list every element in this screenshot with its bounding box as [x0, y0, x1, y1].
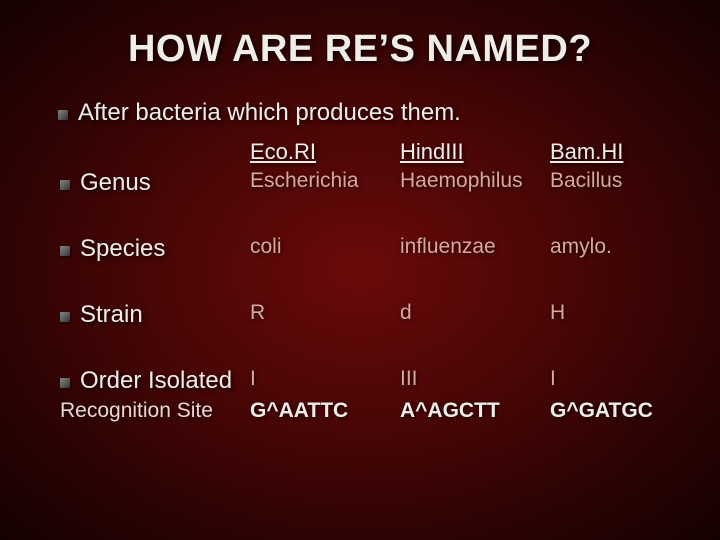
bullet-icon — [60, 246, 70, 256]
col-header-b: HindIII — [398, 137, 548, 167]
row-label-genus: Genus — [80, 169, 151, 197]
table-row: Genus Escherichia Haemophilus Bacillus — [58, 167, 670, 199]
table-row: Order Isolated I III I — [58, 365, 670, 397]
cell-strain-c: H — [548, 299, 670, 331]
cell-strain-b: d — [398, 299, 548, 331]
recognition-c: G^GATGC — [548, 397, 670, 425]
table-header-row: Eco.RI HindIII Bam.HI — [58, 137, 670, 167]
row-label-order: Order Isolated — [80, 367, 232, 395]
naming-table: Eco.RI HindIII Bam.HI Genus Escherichia … — [58, 137, 670, 425]
slide-root: HOW ARE RE’S NAMED? After bacteria which… — [0, 0, 720, 540]
intro-row: After bacteria which produces them. — [58, 99, 670, 133]
cell-strain-a: R — [248, 299, 398, 331]
slide-content: After bacteria which produces them. Eco.… — [50, 99, 670, 425]
bullet-icon — [60, 180, 70, 190]
recognition-a: G^AATTC — [248, 397, 398, 425]
recognition-b: A^AGCTT — [398, 397, 548, 425]
row-label-species: Species — [80, 235, 165, 263]
table-row: Strain R d H — [58, 299, 670, 331]
cell-order-b: III — [398, 365, 548, 397]
cell-genus-a: Escherichia — [248, 167, 398, 199]
row-label-strain: Strain — [80, 301, 143, 329]
col-header-a: Eco.RI — [248, 137, 398, 167]
cell-species-a: coli — [248, 233, 398, 265]
slide-title: HOW ARE RE’S NAMED? — [50, 28, 670, 71]
table-row: Species coli influenzae amylo. — [58, 233, 670, 265]
intro-text: After bacteria which produces them. — [78, 99, 461, 127]
bullet-icon — [60, 378, 70, 388]
cell-species-c: amylo. — [548, 233, 670, 265]
recognition-label: Recognition Site — [58, 397, 248, 425]
col-header-c: Bam.HI — [548, 137, 670, 167]
bullet-icon — [60, 312, 70, 322]
bullet-icon — [58, 110, 68, 120]
recognition-row: Recognition Site G^AATTC A^AGCTT G^GATGC — [58, 397, 670, 425]
cell-order-c: I — [548, 365, 670, 397]
cell-order-a: I — [248, 365, 398, 397]
cell-genus-b: Haemophilus — [398, 167, 548, 199]
cell-genus-c: Bacillus — [548, 167, 670, 199]
cell-species-b: influenzae — [398, 233, 548, 265]
